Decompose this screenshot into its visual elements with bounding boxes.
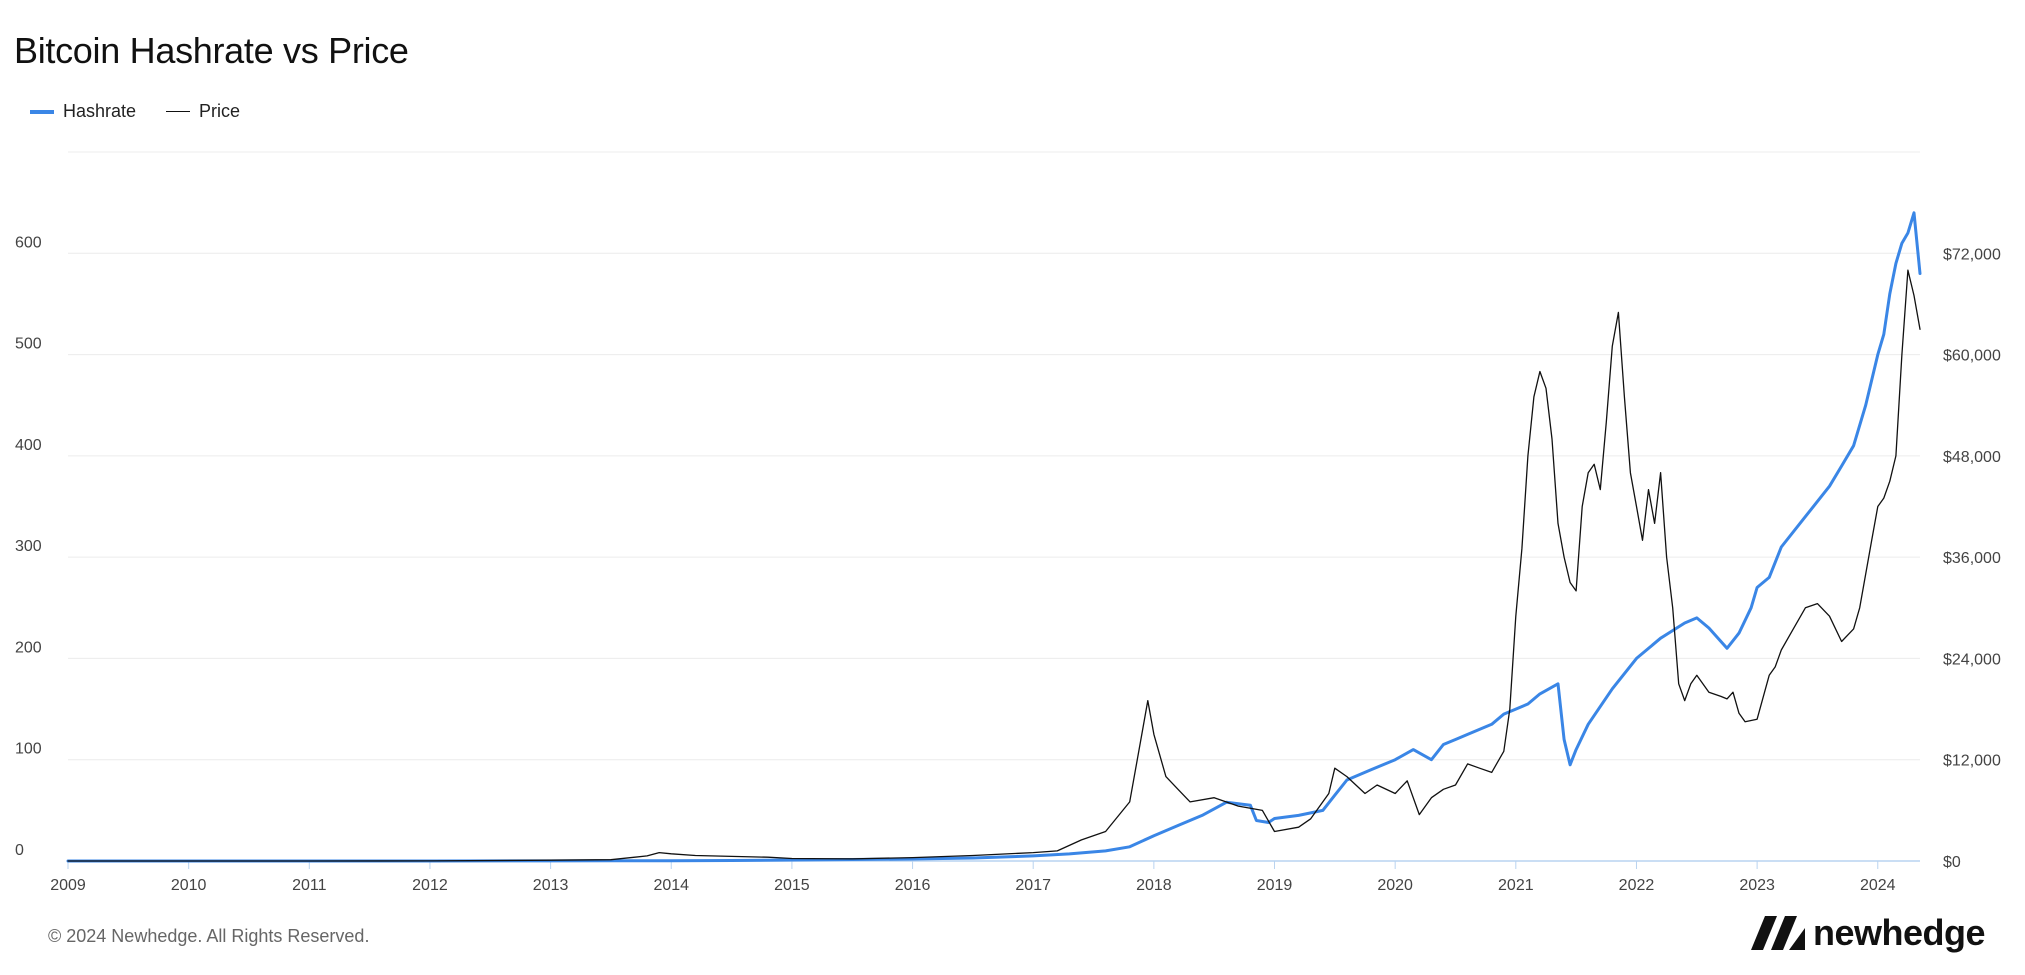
- legend-swatch-price: [166, 111, 191, 112]
- copyright-text: © 2024 Newhedge. All Rights Reserved.: [48, 926, 370, 946]
- y-left-tick-label: 400: [15, 437, 42, 454]
- legend-label-price: Price: [199, 101, 241, 121]
- x-tick-label: 2018: [1136, 877, 1172, 894]
- x-tick-label: 2021: [1498, 877, 1534, 894]
- brand-name: newhedge: [1812, 912, 1986, 953]
- y-left-tick-label: 0: [15, 842, 24, 859]
- y-right-tick-label: $24,000: [1943, 651, 2001, 668]
- y-right-tick-label: $60,000: [1943, 348, 2001, 365]
- x-tick-label: 2010: [171, 877, 207, 894]
- series-line-price: [67, 269, 1921, 862]
- legend-item-price[interactable]: Price: [166, 101, 240, 122]
- y-right-tick-label: $72,000: [1943, 246, 2001, 263]
- y-left-tick-label: 300: [15, 538, 42, 555]
- x-tick-label: 2009: [50, 877, 86, 894]
- chart-title: Bitcoin Hashrate vs Price: [14, 30, 409, 71]
- y-right-tick-label: $0: [1943, 854, 1961, 871]
- legend-label-hashrate: Hashrate: [63, 101, 137, 121]
- y-left-tick-label: 100: [15, 741, 42, 758]
- x-tick-label: 2022: [1619, 877, 1655, 894]
- x-tick-label: 2015: [774, 877, 810, 894]
- x-tick-label: 2020: [1377, 877, 1413, 894]
- x-tick-label: 2013: [533, 877, 569, 894]
- y-left-tick-label: 600: [15, 234, 42, 251]
- x-tick-label: 2011: [292, 877, 327, 894]
- x-tick-label: 2024: [1860, 877, 1896, 894]
- y-right-tick-label: $12,000: [1943, 753, 2001, 770]
- x-tick-label: 2012: [412, 877, 448, 894]
- x-tick-label: 2016: [895, 877, 931, 894]
- x-tick-label: 2023: [1739, 877, 1775, 894]
- y-left-tick-label: 200: [15, 639, 42, 656]
- newhedge-logo-icon: [1750, 916, 1805, 950]
- series-line-hashrate: [66, 211, 1922, 863]
- legend-swatch-hashrate: [30, 109, 54, 114]
- legend-item-hashrate[interactable]: Hashrate: [30, 101, 136, 122]
- y-right-tick-label: $36,000: [1943, 550, 2001, 567]
- x-tick-label: 2019: [1257, 877, 1293, 894]
- chart-legend: Hashrate Price: [30, 101, 270, 122]
- y-left-tick-label: 500: [15, 336, 42, 353]
- x-tick-label: 2017: [1015, 877, 1051, 894]
- brand-logo[interactable]: newhedge: [1750, 912, 1986, 954]
- x-tick-label: 2014: [653, 877, 689, 894]
- y-right-tick-label: $48,000: [1943, 449, 2001, 466]
